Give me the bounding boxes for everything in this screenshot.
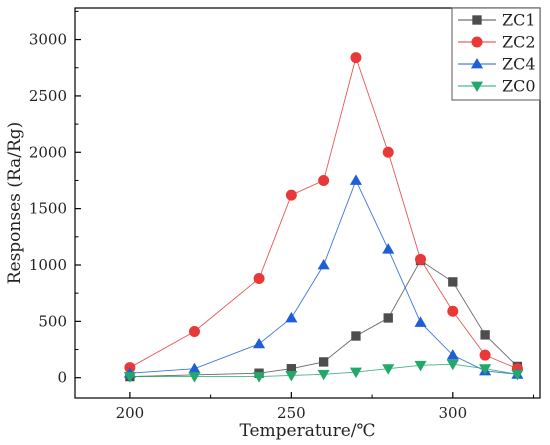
data-point xyxy=(382,364,395,375)
data-point xyxy=(349,174,362,185)
data-point xyxy=(285,189,297,201)
data-point xyxy=(383,313,393,323)
series-zc4 xyxy=(123,174,524,379)
plot-frame xyxy=(74,7,541,399)
legend-label: ZC2 xyxy=(502,33,536,52)
data-point xyxy=(382,243,395,254)
legend-marker xyxy=(470,57,484,69)
series-zc0 xyxy=(123,359,524,383)
legend-marker xyxy=(470,81,484,93)
data-point xyxy=(480,330,490,340)
data-point xyxy=(286,364,297,374)
legend: ZC1 ZC2 ZC4 ZC0 xyxy=(451,7,541,101)
x-axis-label: Temperature/℃ xyxy=(239,421,375,441)
data-point xyxy=(350,52,362,64)
legend-marker xyxy=(472,15,482,25)
y-tick-label: 2000 xyxy=(29,143,67,161)
data-point xyxy=(349,367,362,379)
legend-marker xyxy=(471,36,483,48)
legend-box xyxy=(451,7,541,101)
series-zc1 xyxy=(125,255,523,382)
data-point xyxy=(414,316,427,327)
series-line xyxy=(129,56,518,370)
series-layer xyxy=(123,52,524,383)
data-point xyxy=(318,357,329,367)
data-point xyxy=(479,349,491,361)
x-tick-label: 300 xyxy=(438,404,467,422)
legend-label: ZC0 xyxy=(502,77,536,96)
y-tick-label: 2500 xyxy=(29,87,67,105)
data-point xyxy=(253,337,266,349)
y-tick-label: 0 xyxy=(57,369,67,387)
legend-item-zc0: ZC0 xyxy=(458,77,536,96)
data-point xyxy=(285,371,298,382)
x-tick-label: 250 xyxy=(277,404,306,422)
data-point xyxy=(285,311,298,323)
data-point xyxy=(415,253,427,265)
data-point xyxy=(253,273,265,285)
plot-border xyxy=(74,7,541,399)
data-point xyxy=(447,305,459,317)
data-point xyxy=(479,364,492,375)
data-point xyxy=(188,362,201,374)
data-point xyxy=(188,372,201,383)
data-point xyxy=(123,372,136,383)
legend-label: ZC1 xyxy=(502,11,536,30)
data-point xyxy=(446,359,459,371)
legend-item-zc2: ZC2 xyxy=(458,33,536,52)
data-point xyxy=(382,146,394,158)
data-point xyxy=(318,174,330,186)
x-tick-label: 200 xyxy=(116,404,145,422)
data-point xyxy=(188,325,200,337)
legend-item-zc1: ZC1 xyxy=(458,11,536,30)
y-axis-label: Responses (Ra/Rg) xyxy=(5,122,25,285)
data-point xyxy=(414,360,427,372)
series-line xyxy=(129,259,518,378)
data-point xyxy=(448,277,458,287)
series-line xyxy=(129,179,518,375)
data-point xyxy=(511,369,524,381)
data-point xyxy=(446,349,459,360)
y-tick-label: 3000 xyxy=(29,31,67,49)
data-point xyxy=(317,369,330,381)
y-tick-label: 1500 xyxy=(29,200,67,218)
data-point xyxy=(351,331,361,341)
legend-item-zc4: ZC4 xyxy=(458,55,536,74)
legend-label: ZC4 xyxy=(502,55,536,74)
data-point xyxy=(317,258,330,270)
y-tick-label: 500 xyxy=(38,312,67,330)
series-zc2 xyxy=(124,52,523,375)
y-tick-label: 1000 xyxy=(29,256,67,274)
data-point xyxy=(253,372,266,383)
